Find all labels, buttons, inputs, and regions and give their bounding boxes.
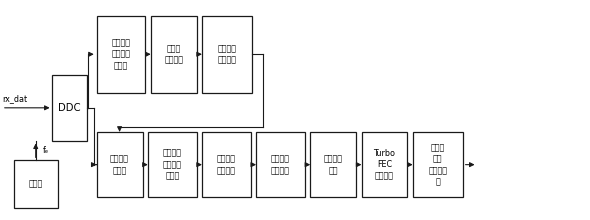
Text: 振荡器: 振荡器 xyxy=(28,180,43,189)
Text: 定时相位
估计模块: 定时相位 估计模块 xyxy=(218,44,237,64)
FancyBboxPatch shape xyxy=(256,132,305,197)
FancyBboxPatch shape xyxy=(202,132,251,197)
Text: 平方根升
余弦匹配
滤波器: 平方根升 余弦匹配 滤波器 xyxy=(112,38,130,70)
Text: rx_dat: rx_dat xyxy=(2,95,27,104)
Text: 载波相位
同步模块: 载波相位 同步模块 xyxy=(271,154,290,175)
Text: 解调映射
模块: 解调映射 模块 xyxy=(324,154,343,175)
FancyBboxPatch shape xyxy=(53,75,87,141)
Text: DDC: DDC xyxy=(58,103,81,113)
Text: fₑ: fₑ xyxy=(43,146,49,155)
Text: 载波频偏
同步模块: 载波频偏 同步模块 xyxy=(217,154,236,175)
Text: 平方根升
余弦匹配
滤波器: 平方根升 余弦匹配 滤波器 xyxy=(163,149,182,181)
FancyBboxPatch shape xyxy=(148,132,196,197)
FancyBboxPatch shape xyxy=(202,16,252,93)
Text: 定时重采
样模块: 定时重采 样模块 xyxy=(110,154,129,175)
FancyBboxPatch shape xyxy=(362,132,408,197)
FancyBboxPatch shape xyxy=(97,16,146,93)
FancyBboxPatch shape xyxy=(413,132,463,197)
Text: 前导码
检测模块: 前导码 检测模块 xyxy=(164,44,183,64)
FancyBboxPatch shape xyxy=(97,132,143,197)
FancyBboxPatch shape xyxy=(14,160,58,208)
FancyBboxPatch shape xyxy=(151,16,196,93)
FancyBboxPatch shape xyxy=(310,132,356,197)
Text: Turbo
FEC
解码模块: Turbo FEC 解码模块 xyxy=(373,149,395,181)
Text: 基带帧
恢复
与校验模
块: 基带帧 恢复 与校验模 块 xyxy=(428,143,447,186)
